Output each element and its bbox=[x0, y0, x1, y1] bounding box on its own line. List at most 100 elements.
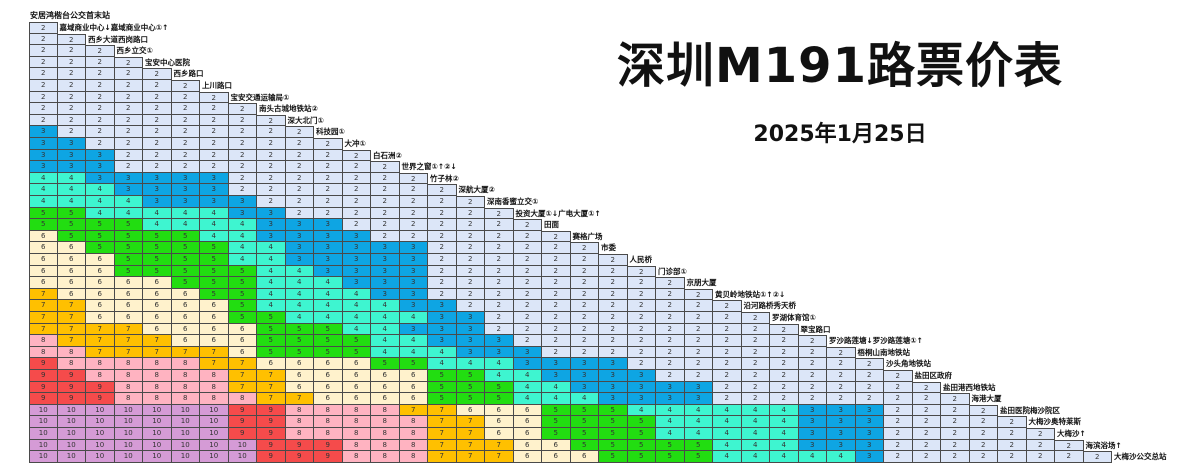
fare-cell: 2 bbox=[542, 346, 571, 359]
fare-cell: 2 bbox=[570, 265, 599, 278]
fare-cell: 4 bbox=[257, 265, 286, 278]
fare-cell: 2 bbox=[171, 149, 200, 162]
fare-cell: 3 bbox=[855, 451, 884, 463]
fare-cell: 6 bbox=[513, 416, 542, 428]
fare-cell: 2 bbox=[627, 323, 656, 336]
fare-cell: 4 bbox=[314, 277, 343, 289]
fare-cell: 5 bbox=[228, 300, 257, 312]
fare-cell: 3 bbox=[456, 335, 485, 347]
fare-cell: 2 bbox=[855, 393, 884, 405]
fare-cell: 8 bbox=[399, 428, 428, 440]
fare-cell: 3 bbox=[371, 277, 400, 289]
fare-cell: 5 bbox=[143, 254, 172, 266]
station-label: 海滨浴场↑ bbox=[1085, 440, 1122, 450]
fare-cell: 2 bbox=[485, 288, 514, 301]
fare-cell: 2 bbox=[884, 370, 913, 382]
fare-cell: 2 bbox=[371, 230, 400, 243]
fare-cell: 2 bbox=[29, 56, 58, 69]
fare-cell: 2 bbox=[513, 312, 542, 324]
fare-cell: 8 bbox=[371, 451, 400, 463]
fare-cell: 4 bbox=[684, 416, 713, 428]
fare-cell: 2 bbox=[171, 80, 200, 92]
fare-cell: 2 bbox=[770, 335, 799, 347]
fare-cell: 8 bbox=[171, 358, 200, 370]
fare-cell: 2 bbox=[798, 393, 827, 405]
fare-cell: 3 bbox=[827, 404, 856, 417]
fare-cell: 5 bbox=[542, 404, 571, 417]
fare-cell: 4 bbox=[285, 265, 314, 278]
fare-cell: 3 bbox=[627, 393, 656, 405]
fare-cell: 2 bbox=[314, 161, 343, 173]
fare-cell: 10 bbox=[29, 428, 58, 440]
fare-cell: 5 bbox=[86, 230, 115, 243]
fare-cell: 7 bbox=[228, 358, 257, 370]
fare-cell: 6 bbox=[171, 300, 200, 312]
fare-cell: 3 bbox=[798, 404, 827, 417]
fare-cell: 2 bbox=[285, 172, 314, 185]
fare-cell: 9 bbox=[29, 381, 58, 394]
fare-cell: 9 bbox=[314, 439, 343, 452]
fare-cell: 7 bbox=[114, 335, 143, 347]
fare-cell: 8 bbox=[342, 404, 371, 417]
fare-cell: 4 bbox=[228, 230, 257, 243]
fare-cell: 2 bbox=[599, 288, 628, 301]
fare-cell: 4 bbox=[513, 381, 542, 394]
fare-cell: 4 bbox=[770, 428, 799, 440]
fare-cell: 6 bbox=[342, 381, 371, 394]
fare-cell: 2 bbox=[285, 149, 314, 162]
fare-cell: 9 bbox=[257, 404, 286, 417]
fare-cell: 2 bbox=[485, 242, 514, 254]
fare-cell: 9 bbox=[57, 393, 86, 405]
fare-cell: 6 bbox=[228, 335, 257, 347]
fare-cell: 2 bbox=[428, 184, 457, 196]
fare-cell: 5 bbox=[542, 416, 571, 428]
fare-cell: 2 bbox=[399, 172, 428, 185]
fare-cell: 2 bbox=[656, 335, 685, 347]
fare-cell: 4 bbox=[257, 277, 286, 289]
fare-cell: 2 bbox=[143, 114, 172, 127]
fare-cell: 2 bbox=[713, 381, 742, 394]
station-label: 赛格广场 bbox=[572, 231, 603, 241]
fare-cell: 2 bbox=[29, 45, 58, 57]
fare-cell: 2 bbox=[513, 219, 542, 231]
fare-cell: 3 bbox=[342, 230, 371, 243]
fare-cell: 6 bbox=[228, 346, 257, 359]
fare-cell: 3 bbox=[29, 126, 58, 138]
fare-cell: 5 bbox=[171, 277, 200, 289]
fare-cell: 7 bbox=[143, 335, 172, 347]
fare-cell: 3 bbox=[342, 242, 371, 254]
fare-cell: 2 bbox=[29, 91, 58, 104]
fare-cell: 4 bbox=[57, 196, 86, 208]
station-label: 大梅沙↑ bbox=[1057, 429, 1086, 438]
fare-cell: 5 bbox=[570, 404, 599, 417]
fare-cell: 9 bbox=[86, 381, 115, 394]
fare-cell: 7 bbox=[29, 312, 58, 324]
fare-cell: 10 bbox=[114, 428, 143, 440]
fare-cell: 8 bbox=[399, 416, 428, 428]
fare-cell: 2 bbox=[114, 161, 143, 173]
fare-cell: 5 bbox=[570, 428, 599, 440]
fare-cell: 5 bbox=[399, 358, 428, 370]
fare-cell: 3 bbox=[342, 265, 371, 278]
fare-cell: 2 bbox=[57, 68, 86, 80]
fare-cell: 2 bbox=[599, 346, 628, 359]
fare-cell: 2 bbox=[456, 230, 485, 243]
fare-cell: 2 bbox=[86, 80, 115, 92]
fare-cell: 7 bbox=[485, 451, 514, 463]
fare-cell: 2 bbox=[627, 346, 656, 359]
fare-cell: 3 bbox=[143, 196, 172, 208]
fare-cell: 3 bbox=[428, 323, 457, 336]
fare-cell: 6 bbox=[399, 393, 428, 405]
fare-cell: 2 bbox=[599, 323, 628, 336]
fare-cell: 10 bbox=[228, 439, 257, 452]
fare-cell: 10 bbox=[29, 404, 58, 417]
fare-cell: 2 bbox=[542, 288, 571, 301]
fare-cell: 5 bbox=[29, 207, 58, 220]
fare-cell: 2 bbox=[542, 230, 571, 243]
fare-cell: 6 bbox=[200, 335, 229, 347]
fare-cell: 9 bbox=[257, 439, 286, 452]
fare-cell: 2 bbox=[257, 184, 286, 196]
fare-cell: 4 bbox=[713, 416, 742, 428]
fare-cell: 5 bbox=[656, 439, 685, 452]
station-label: 大冲① bbox=[344, 139, 366, 148]
